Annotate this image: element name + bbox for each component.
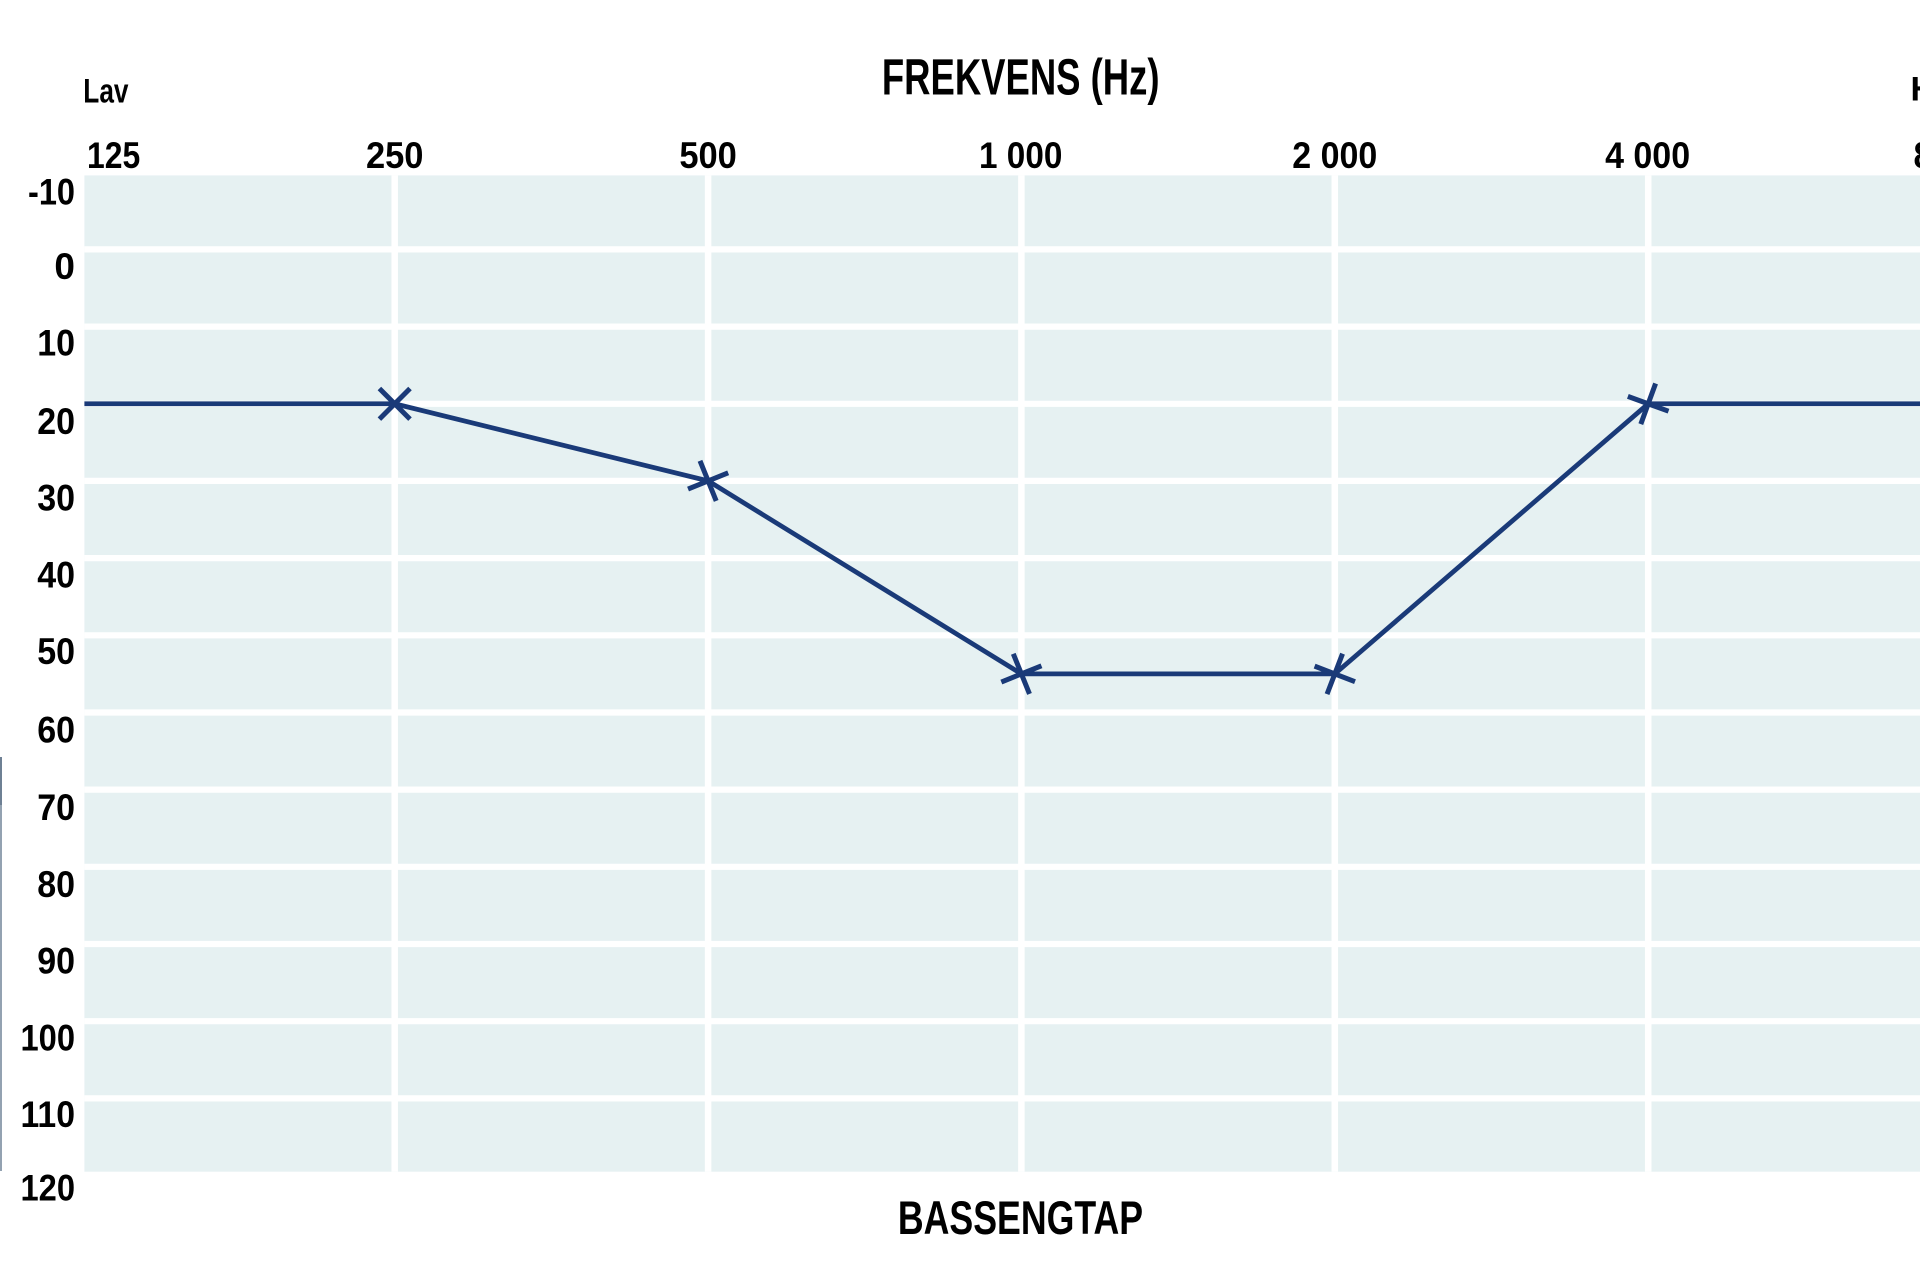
svg-text:80: 80 (37, 864, 75, 905)
svg-text:10: 10 (37, 323, 75, 364)
svg-text:Lav: Lav (83, 72, 128, 110)
svg-text:50: 50 (37, 631, 75, 672)
svg-text:100: 100 (21, 1017, 76, 1058)
svg-text:90: 90 (37, 941, 75, 982)
svg-text:2 000: 2 000 (1292, 135, 1377, 176)
svg-text:4 000: 4 000 (1605, 135, 1690, 176)
svg-text:500: 500 (679, 135, 737, 176)
svg-text:0: 0 (54, 246, 75, 287)
svg-text:40: 40 (37, 554, 75, 595)
svg-text:8 000: 8 000 (1914, 135, 1920, 176)
svg-text:30: 30 (37, 478, 75, 519)
svg-text:70: 70 (37, 787, 75, 828)
svg-text:FREKVENS (Hz): FREKVENS (Hz) (882, 49, 1160, 106)
svg-text:Høy: Høy (1911, 71, 1920, 109)
svg-text:BASSENGTAP: BASSENGTAP (898, 1191, 1143, 1244)
svg-text:250: 250 (366, 135, 424, 176)
svg-text:20: 20 (37, 401, 75, 442)
svg-text:-10: -10 (28, 172, 75, 213)
svg-text:1 000: 1 000 (979, 135, 1062, 176)
svg-text:120: 120 (21, 1167, 76, 1208)
svg-text:60: 60 (37, 709, 75, 750)
svg-text:125: 125 (87, 135, 140, 176)
svg-text:110: 110 (21, 1094, 76, 1135)
